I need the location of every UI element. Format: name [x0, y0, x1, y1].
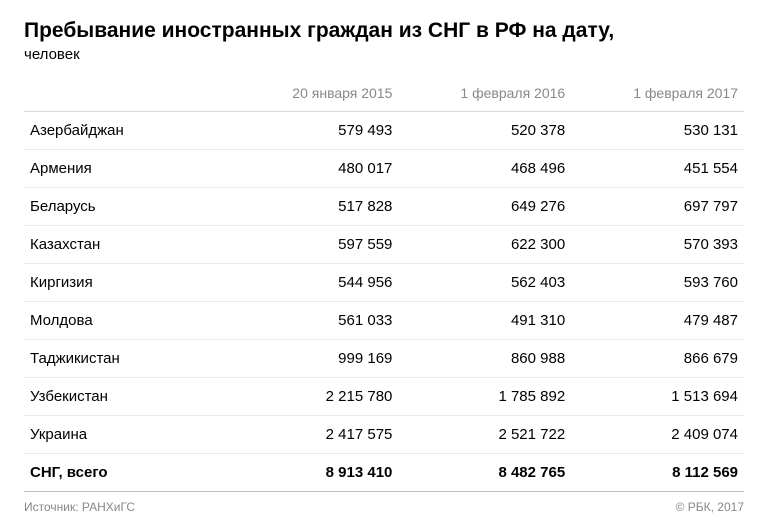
cell-value: 1 785 892	[398, 378, 571, 416]
cell-value: 697 797	[571, 188, 744, 226]
table-title: Пребывание иностранных граждан из СНГ в …	[24, 18, 744, 44]
cell-country-total: СНГ, всего	[24, 454, 226, 492]
cell-value: 570 393	[571, 226, 744, 264]
cell-value: 649 276	[398, 188, 571, 226]
table-row: Азербайджан579 493520 378530 131	[24, 112, 744, 150]
cell-value: 451 554	[571, 150, 744, 188]
cell-value: 517 828	[226, 188, 399, 226]
cell-value-total: 8 482 765	[398, 454, 571, 492]
cell-value: 480 017	[226, 150, 399, 188]
copyright-text: © РБК, 2017	[676, 500, 744, 514]
header-date-1: 20 января 2015	[226, 77, 399, 112]
cell-country: Молдова	[24, 302, 226, 340]
table-row: Армения480 017468 496451 554	[24, 150, 744, 188]
cell-country: Таджикистан	[24, 340, 226, 378]
cell-country: Узбекистан	[24, 378, 226, 416]
cell-value: 579 493	[226, 112, 399, 150]
cell-value: 544 956	[226, 264, 399, 302]
data-table: 20 января 2015 1 февраля 2016 1 февраля …	[24, 77, 744, 492]
cell-value: 999 169	[226, 340, 399, 378]
cell-value: 2 409 074	[571, 416, 744, 454]
source-text: Источник: РАНХиГС	[24, 500, 135, 514]
table-row: Украина2 417 5752 521 7222 409 074	[24, 416, 744, 454]
cell-value: 2 215 780	[226, 378, 399, 416]
cell-country: Азербайджан	[24, 112, 226, 150]
header-date-2: 1 февраля 2016	[398, 77, 571, 112]
cell-value: 520 378	[398, 112, 571, 150]
cell-value: 866 679	[571, 340, 744, 378]
header-row: 20 января 2015 1 февраля 2016 1 февраля …	[24, 77, 744, 112]
header-empty	[24, 77, 226, 112]
cell-value: 479 487	[571, 302, 744, 340]
cell-country: Армения	[24, 150, 226, 188]
cell-value-total: 8 913 410	[226, 454, 399, 492]
cell-value: 468 496	[398, 150, 571, 188]
cell-country: Украина	[24, 416, 226, 454]
table-row: Таджикистан999 169860 988866 679	[24, 340, 744, 378]
cell-country: Беларусь	[24, 188, 226, 226]
header-date-3: 1 февраля 2017	[571, 77, 744, 112]
cell-country: Киргизия	[24, 264, 226, 302]
cell-value: 597 559	[226, 226, 399, 264]
cell-value: 622 300	[398, 226, 571, 264]
cell-value: 562 403	[398, 264, 571, 302]
table-row: Узбекистан2 215 7801 785 8921 513 694	[24, 378, 744, 416]
cell-value: 860 988	[398, 340, 571, 378]
cell-country: Казахстан	[24, 226, 226, 264]
table-row: Молдова561 033491 310479 487	[24, 302, 744, 340]
cell-value-total: 8 112 569	[571, 454, 744, 492]
table-subtitle: человек	[24, 46, 744, 63]
cell-value: 491 310	[398, 302, 571, 340]
table-row: Киргизия544 956562 403593 760	[24, 264, 744, 302]
table-body: Азербайджан579 493520 378530 131Армения4…	[24, 112, 744, 492]
table-footer: Источник: РАНХиГС © РБК, 2017	[24, 492, 744, 514]
cell-value: 2 417 575	[226, 416, 399, 454]
table-row: Беларусь517 828649 276697 797	[24, 188, 744, 226]
cell-value: 1 513 694	[571, 378, 744, 416]
table-row: Казахстан597 559622 300570 393	[24, 226, 744, 264]
cell-value: 593 760	[571, 264, 744, 302]
cell-value: 2 521 722	[398, 416, 571, 454]
cell-value: 530 131	[571, 112, 744, 150]
cell-value: 561 033	[226, 302, 399, 340]
table-row-total: СНГ, всего8 913 4108 482 7658 112 569	[24, 454, 744, 492]
